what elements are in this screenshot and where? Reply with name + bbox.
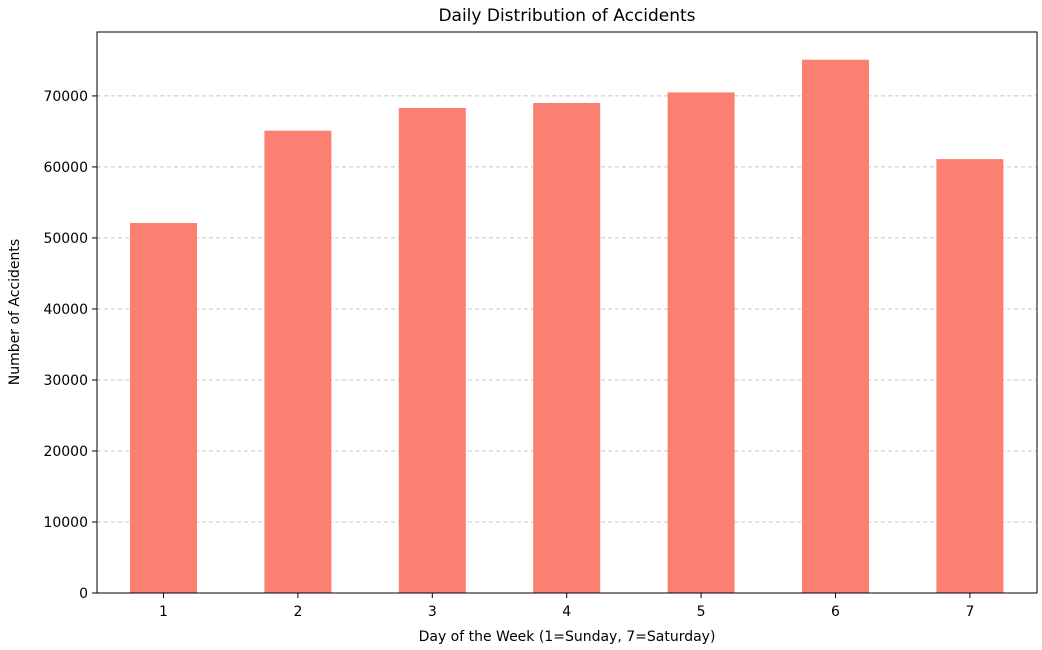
bar (667, 92, 735, 594)
bar (130, 223, 197, 593)
y-tick-label: 50000 (43, 231, 88, 247)
y-tick-label: 40000 (43, 302, 88, 318)
y-tick-label: 0 (79, 586, 88, 602)
x-tick-label: 2 (293, 604, 302, 620)
bar (936, 159, 1004, 593)
y-tick-label: 70000 (43, 89, 88, 105)
x-axis-title: Day of the Week (1=Sunday, 7=Saturday) (419, 629, 716, 645)
x-tick-label: 6 (831, 604, 840, 620)
bar (398, 107, 466, 593)
x-tick-label: 4 (562, 604, 571, 620)
bar (264, 130, 332, 594)
bar (802, 59, 869, 593)
chart-title: Daily Distribution of Accidents (438, 6, 695, 26)
x-tick-label: 3 (428, 604, 437, 620)
y-tick-label: 10000 (43, 515, 88, 531)
x-tick-label: 7 (965, 604, 974, 620)
y-tick-label: 20000 (43, 444, 88, 460)
y-axis-ticks: 0 10000 20000 30000 40000 50000 60000 70000 (43, 89, 97, 602)
y-axis-title: Number of Accidents (7, 239, 23, 385)
y-tick-label: 30000 (43, 373, 88, 389)
y-tick-label: 60000 (43, 160, 88, 176)
bar (533, 103, 601, 593)
x-axis-ticks: 1 2 3 4 5 6 7 (159, 593, 974, 620)
x-tick-label: 1 (159, 604, 168, 620)
x-tick-label: 5 (697, 604, 706, 620)
bars (130, 59, 1004, 594)
